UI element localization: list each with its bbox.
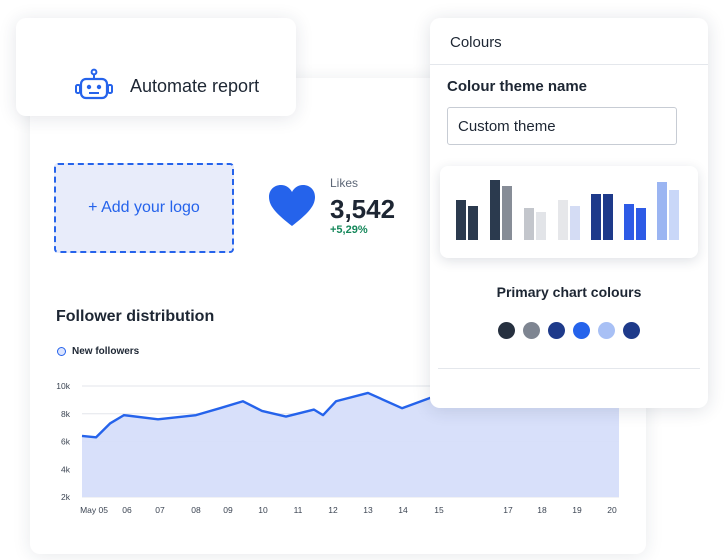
primary-chart-colours-title: Primary chart colours	[496, 284, 642, 300]
colour-swatch[interactable]	[598, 322, 615, 339]
preview-bar	[570, 206, 580, 240]
preview-bar	[468, 206, 478, 240]
preview-bar	[624, 204, 634, 240]
x-tick-label: 13	[363, 505, 373, 515]
add-logo-button[interactable]: + Add your logo	[54, 163, 234, 253]
y-tick-label: 2k	[61, 492, 71, 502]
preview-bar	[524, 208, 534, 240]
add-logo-label: + Add your logo	[88, 199, 200, 216]
theme-preview-card	[440, 166, 698, 258]
y-tick-label: 6k	[61, 437, 71, 447]
x-tick-label: 06	[122, 505, 132, 515]
colour-swatch[interactable]	[498, 322, 515, 339]
follower-distribution-title: Follower distribution	[56, 308, 215, 325]
x-tick-label: 08	[191, 505, 201, 515]
primary-colour-swatches	[430, 322, 708, 339]
x-tick-label: May 05	[80, 505, 108, 515]
likes-change: +5,29%	[330, 224, 368, 236]
x-tick-label: 17	[503, 505, 513, 515]
x-tick-label: 07	[155, 505, 165, 515]
colour-swatch[interactable]	[548, 322, 565, 339]
preview-bar	[636, 208, 646, 240]
colour-swatch[interactable]	[573, 322, 590, 339]
colour-theme-name-label: Colour theme name	[447, 78, 588, 95]
preview-bar	[502, 186, 512, 240]
y-tick-label: 10k	[56, 381, 70, 391]
preview-bar	[669, 190, 679, 240]
preview-bar	[490, 180, 500, 240]
automate-report-card[interactable]: Automate report	[16, 18, 296, 116]
y-tick-label: 4k	[61, 464, 71, 474]
preview-bar	[456, 200, 466, 240]
legend-label: New followers	[72, 346, 140, 357]
series-area	[82, 390, 619, 497]
panel-divider	[438, 368, 700, 369]
x-tick-label: 18	[537, 505, 547, 515]
chart-legend: New followers	[57, 346, 139, 357]
colour-swatch[interactable]	[523, 322, 540, 339]
x-tick-label: 12	[328, 505, 338, 515]
automate-report-title: Automate report	[130, 76, 260, 96]
x-tick-label: 10	[258, 505, 268, 515]
theme-preview-bars	[456, 180, 679, 240]
series-line	[81, 391, 437, 439]
robot-icon	[75, 68, 113, 100]
preview-bar	[591, 194, 601, 240]
preview-bar	[536, 212, 546, 240]
colours-panel: Colours Colour theme name Primary chart …	[430, 18, 708, 408]
x-tick-label: 09	[223, 505, 233, 515]
heart-icon	[269, 185, 315, 226]
likes-label: Likes	[330, 176, 359, 190]
x-tick-label: 20	[607, 505, 617, 515]
x-tick-label: 19	[572, 505, 582, 515]
x-tick-label: 11	[294, 505, 303, 515]
likes-value: 3,542	[330, 194, 396, 224]
y-tick-label: 8k	[61, 409, 71, 419]
preview-bar	[657, 182, 667, 240]
legend-marker	[57, 347, 66, 356]
preview-bar	[558, 200, 568, 240]
x-tick-label: 14	[398, 505, 408, 515]
colours-panel-title: Colours	[450, 34, 502, 51]
colour-swatch[interactable]	[623, 322, 640, 339]
preview-bar	[603, 194, 613, 240]
x-tick-label: 15	[434, 505, 444, 515]
colour-theme-name-input[interactable]	[447, 107, 677, 145]
colours-panel-header: Colours	[430, 18, 708, 65]
